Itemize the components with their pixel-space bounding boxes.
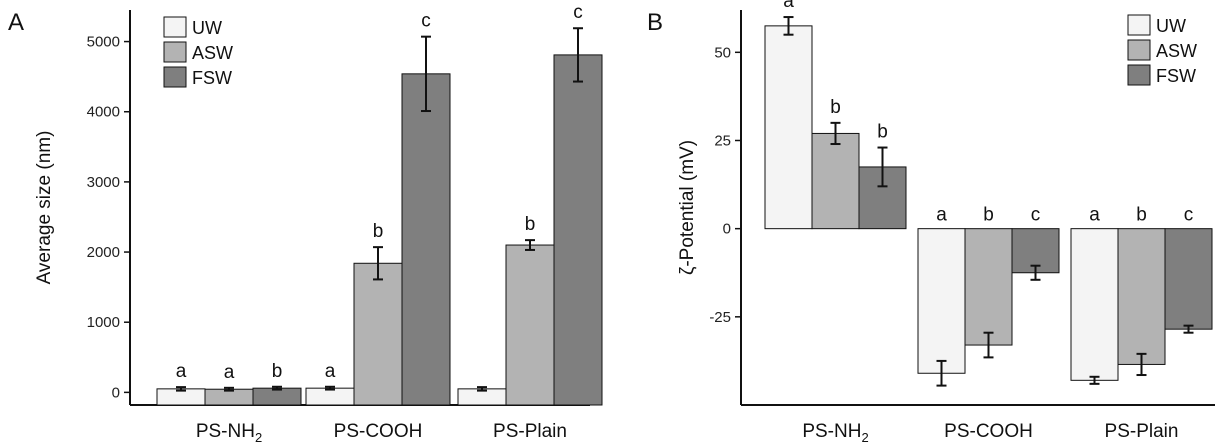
significance-letter: c (573, 2, 583, 23)
significance-letter: a (936, 205, 947, 226)
significance-letter: c (1184, 205, 1194, 226)
significance-letter: a (325, 361, 336, 382)
legend-swatch (1127, 64, 1151, 86)
y-tick-label: 1000 (87, 314, 120, 331)
y-tick-label: 50 (714, 44, 731, 61)
x-category-label: PS-NH2 (196, 421, 262, 444)
legend-label: ASW (1156, 41, 1197, 61)
significance-letter: b (830, 97, 841, 118)
significance-letter: a (783, 0, 794, 12)
bar (964, 228, 1013, 346)
legend-label: UW (192, 18, 222, 38)
legend-label: UW (1156, 16, 1186, 36)
x-category-label: PS-Plain (493, 421, 567, 442)
bar (401, 73, 451, 406)
y-tick-label: 3000 (87, 174, 120, 191)
panel-label: A (8, 9, 24, 36)
legend-label: FSW (1156, 66, 1196, 86)
significance-letter: b (1136, 205, 1147, 226)
bar (1117, 228, 1166, 365)
bar (917, 228, 966, 374)
y-tick-label: 0 (723, 221, 731, 238)
y-tick-label: 5000 (87, 34, 120, 51)
bar (353, 262, 403, 406)
bar (553, 54, 603, 406)
bar (1164, 228, 1213, 330)
y-tick-label: 25 (714, 132, 731, 149)
chart-panel-a: A 0 1000 2000 3000 4000 5000 Average size (nm) a… (8, 2, 603, 444)
y-axis-title: Average size (nm) (34, 131, 55, 285)
x-category-label: PS-NH2 (802, 421, 868, 444)
y-tick-label: -25 (709, 309, 731, 326)
panel-label: B (647, 9, 663, 36)
significance-letter: b (373, 221, 384, 242)
legend-swatch (163, 16, 187, 38)
legend-swatch (163, 66, 187, 88)
bar (505, 244, 555, 406)
bar (1070, 228, 1119, 381)
legend-label: FSW (192, 68, 232, 88)
significance-letter: c (421, 11, 431, 32)
legend-swatch (163, 41, 187, 63)
legend-swatch (1127, 39, 1151, 61)
significance-letter: b (983, 205, 994, 226)
significance-letter: b (525, 214, 536, 235)
y-axis-title: ζ-Potential (mV) (677, 140, 698, 275)
significance-letter: b (877, 122, 888, 143)
x-category-label: PS-COOH (944, 421, 1033, 442)
y-tick-label: 0 (112, 384, 120, 401)
y-tick-label: 2000 (87, 244, 120, 261)
legend-label: ASW (192, 43, 233, 63)
significance-letter: a (1089, 205, 1100, 226)
bar (252, 387, 302, 406)
y-tick-label: 4000 (87, 104, 120, 121)
significance-letter: a (224, 362, 235, 383)
x-category-subscript: 2 (255, 430, 262, 444)
chart-panel-b: B -25 0 25 50 ζ-Potential (mV) a b b PS-NH2 a b c PS-… (647, 0, 1215, 444)
x-category-label: PS-Plain (1105, 421, 1179, 442)
bar (305, 387, 355, 406)
bar (811, 132, 860, 230)
significance-letter: c (1031, 205, 1041, 226)
significance-letter: b (272, 361, 283, 382)
significance-letter: a (176, 361, 187, 382)
legend-swatch (1127, 14, 1151, 36)
bar (764, 25, 813, 230)
x-category-subscript: 2 (861, 430, 868, 444)
x-category-label: PS-COOH (334, 421, 423, 442)
